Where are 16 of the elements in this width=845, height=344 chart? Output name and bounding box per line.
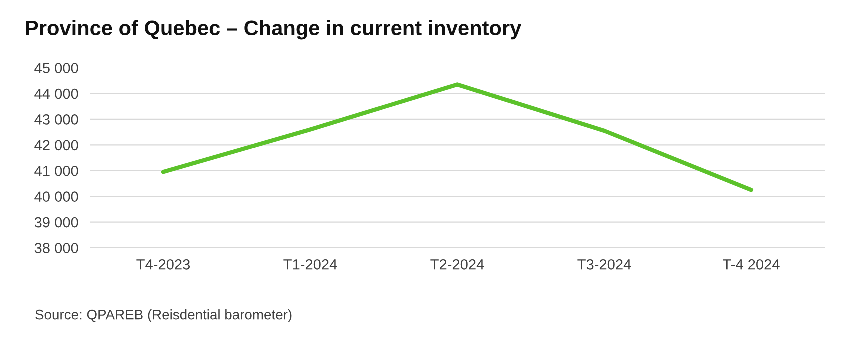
y-tick-label: 41 000 bbox=[34, 166, 78, 176]
y-tick-label: 38 000 bbox=[34, 243, 78, 254]
y-tick-label: 45 000 bbox=[34, 63, 78, 74]
chart-title: Province of Quebec – Change in current inventory bbox=[26, 20, 522, 40]
x-tick-label: T-4 2024 bbox=[723, 259, 780, 270]
x-tick-label: T1-2024 bbox=[284, 259, 338, 270]
y-tick-label: 42 000 bbox=[34, 140, 78, 151]
x-tick-label: T2-2024 bbox=[430, 259, 484, 270]
y-tick-label: 40 000 bbox=[34, 192, 78, 202]
x-tick-label: T4-2023 bbox=[136, 259, 190, 270]
y-tick-label: 44 000 bbox=[34, 88, 78, 100]
y-tick-label: 43 000 bbox=[34, 114, 78, 125]
y-tick-label: 39 000 bbox=[34, 217, 78, 228]
line-series bbox=[161, 82, 754, 192]
source-note: Source: QPAREB (Reisdential barometer) bbox=[36, 310, 292, 322]
x-tick-label: T3-2024 bbox=[578, 259, 632, 270]
